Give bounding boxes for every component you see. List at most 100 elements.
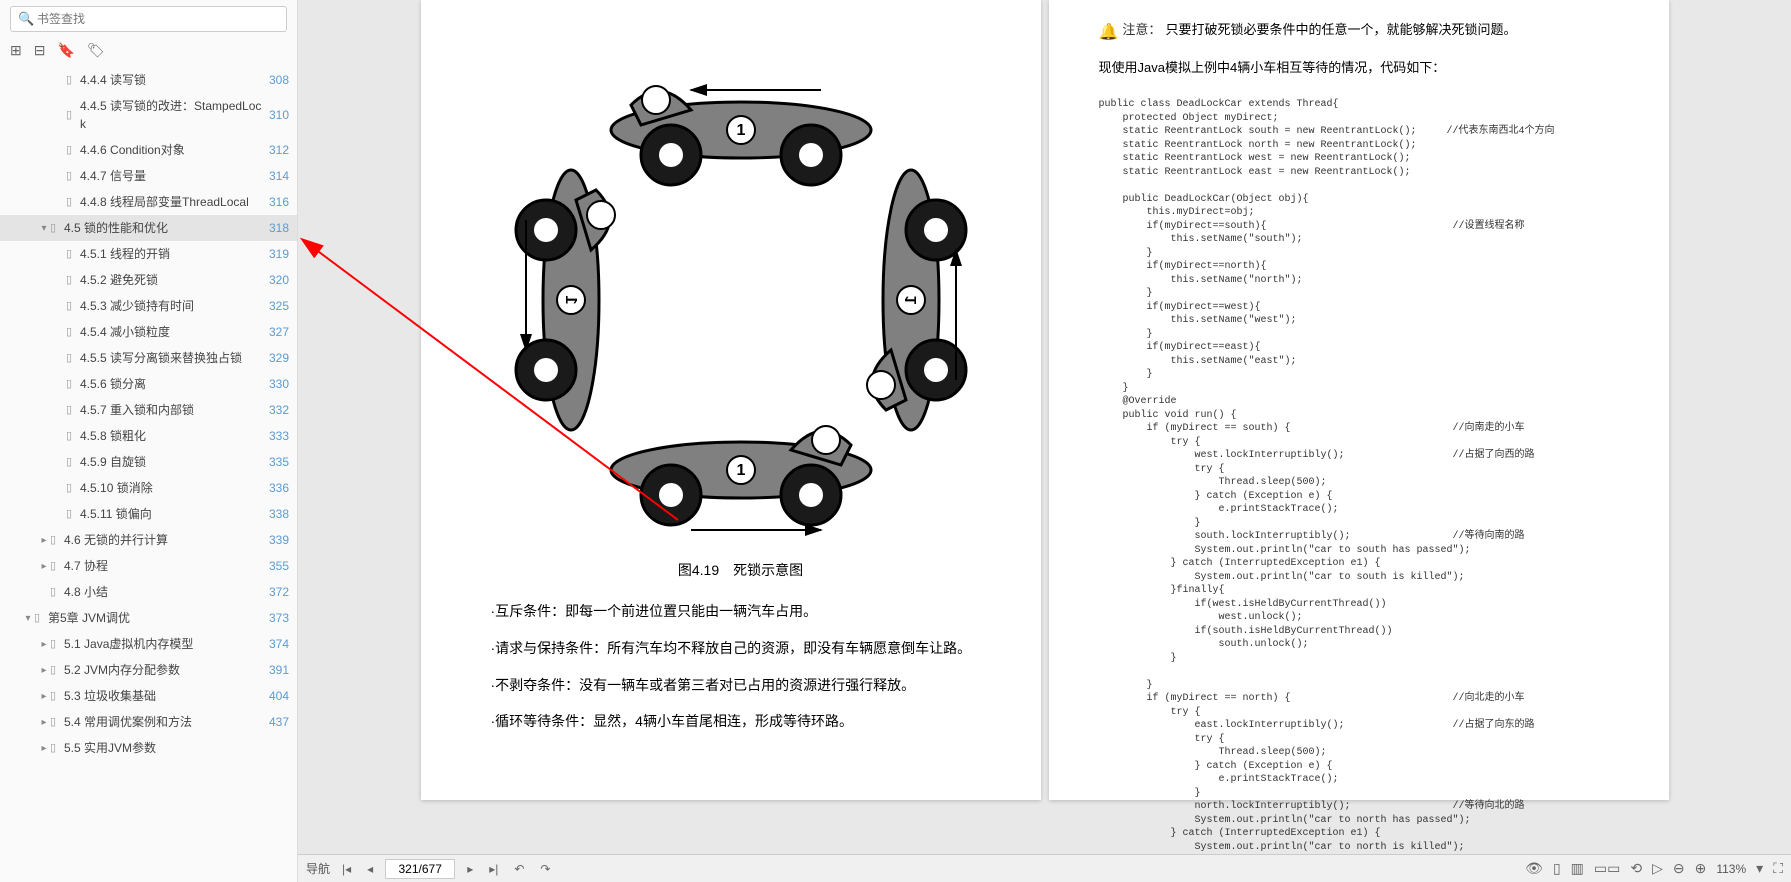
bookmark-icon: ▯	[66, 428, 80, 445]
bookmark-icon: ▯	[66, 402, 80, 419]
back-button[interactable]: ↶	[510, 860, 528, 878]
svg-text:1: 1	[736, 122, 745, 139]
bookmark-page: 355	[269, 557, 289, 575]
bookmark-item[interactable]: ▸▯4.7 协程355	[0, 553, 297, 579]
bookmark-item[interactable]: ▯4.5.9 自旋锁335	[0, 449, 297, 475]
bookmark-label: 4.5.1 线程的开销	[80, 245, 269, 263]
fullscreen-icon[interactable]: ⛶	[1773, 860, 1783, 877]
expand-caret-icon[interactable]: ▸	[38, 637, 50, 652]
bookmark-item[interactable]: ▯4.4.5 读写锁的改进：StampedLock310	[0, 93, 297, 137]
view-mode-icon[interactable]: 👁	[1525, 860, 1543, 877]
expand-caret-icon[interactable]: ▾	[22, 611, 34, 626]
bookmark-remove-icon[interactable]: 🏷	[87, 42, 105, 59]
expand-caret-icon[interactable]: ▸	[38, 559, 50, 574]
note-row: 🔔 注意： 只要打破死锁必要条件中的任意一个，就能够解决死锁问题。	[1099, 20, 1629, 46]
note-text: 只要打破死锁必要条件中的任意一个，就能够解决死锁问题。	[1165, 20, 1516, 41]
next-page-button[interactable]: ▸	[463, 860, 477, 878]
bookmark-item[interactable]: ▸▯4.6 无锁的并行计算339	[0, 527, 297, 553]
bookmark-item[interactable]: ▾▯4.5 锁的性能和优化318	[0, 215, 297, 241]
bookmark-item[interactable]: ▾▯第5章 JVM调优373	[0, 605, 297, 631]
bookmark-label: 4.5.3 减少锁持有时间	[80, 297, 269, 315]
forward-button[interactable]: ↷	[536, 860, 554, 878]
bookmark-item[interactable]: ▸▯5.4 常用调优案例和方法437	[0, 709, 297, 735]
bookmark-item[interactable]: ▸▯5.2 JVM内存分配参数391	[0, 657, 297, 683]
zoom-in-icon[interactable]: ⊕	[1695, 860, 1707, 877]
bookmark-label: 5.3 垃圾收集基础	[64, 687, 269, 705]
bookmark-item[interactable]: ▯4.5.10 锁消除336	[0, 475, 297, 501]
expand-caret-icon[interactable]: ▾	[38, 221, 50, 236]
nav-label: 导航	[306, 860, 330, 877]
bookmark-icon: ▯	[66, 168, 80, 185]
bookmark-icon: ▯	[66, 324, 80, 341]
bookmark-item[interactable]: ▯4.5.2 避免死锁320	[0, 267, 297, 293]
bookmark-item[interactable]: ▯4.5.6 锁分离330	[0, 371, 297, 397]
expand-caret-icon[interactable]: ▸	[38, 663, 50, 678]
bookmark-item[interactable]: ▸▯5.3 垃圾收集基础404	[0, 683, 297, 709]
zoom-level[interactable]: 113%	[1716, 862, 1746, 876]
zoom-out-icon[interactable]: ⊖	[1673, 860, 1685, 877]
last-page-button[interactable]: ▸|	[485, 860, 502, 878]
bookmark-item[interactable]: ▯4.5.3 减少锁持有时间325	[0, 293, 297, 319]
bookmark-label: 4.5.6 锁分离	[80, 375, 269, 393]
first-page-button[interactable]: |◂	[338, 860, 355, 878]
bell-icon: 🔔	[1099, 20, 1119, 46]
bookmark-item[interactable]: ▯4.4.4 读写锁308	[0, 67, 297, 93]
prev-page-button[interactable]: ◂	[363, 860, 377, 878]
condition-item: ·不剥夺条件：没有一辆车或者第三者对已占用的资源进行强行释放。	[491, 670, 991, 701]
document-viewport[interactable]: 1	[298, 0, 1791, 882]
bookmark-icon: ▯	[66, 72, 80, 89]
expand-caret-icon[interactable]: ▸	[38, 689, 50, 704]
sidebar-tools: ⊞ ⊟ 🔖 🏷	[0, 38, 297, 63]
bookmark-add-icon[interactable]: 🔖	[57, 42, 74, 59]
bookmark-item[interactable]: ▸▯5.1 Java虚拟机内存模型374	[0, 631, 297, 657]
bookmark-item[interactable]: ▯4.5.5 读写分离锁来替换独占锁329	[0, 345, 297, 371]
bookmark-item[interactable]: ▯4.8 小结372	[0, 579, 297, 605]
page-left: 1	[421, 0, 1041, 800]
bookmark-page: 316	[269, 193, 289, 211]
bookmark-item[interactable]: ▯4.5.7 重入锁和内部锁332	[0, 397, 297, 423]
expand-caret-icon[interactable]: ▸	[38, 741, 50, 756]
bookmark-label: 4.5.5 读写分离锁来替换独占锁	[80, 349, 269, 367]
single-page-icon[interactable]: ▯	[1553, 860, 1561, 877]
bookmarks-sidebar: 🔍 ⊞ ⊟ 🔖 🏷 ▯4.4.4 读写锁308▯4.4.5 读写锁的改进：Sta…	[0, 0, 298, 882]
bookmark-label: 4.4.8 线程局部变量ThreadLocal	[80, 193, 269, 211]
bookmark-item[interactable]: ▯4.5.11 锁偏向338	[0, 501, 297, 527]
rotate-icon[interactable]: ⟲	[1630, 860, 1642, 877]
play-icon[interactable]: ▷	[1652, 860, 1663, 877]
continuous-icon[interactable]: ▥	[1571, 860, 1584, 877]
bookmark-page: 391	[269, 661, 289, 679]
bookmark-item[interactable]: ▯4.4.8 线程局部变量ThreadLocal316	[0, 189, 297, 215]
collapse-all-icon[interactable]: ⊟	[34, 42, 46, 59]
bookmark-icon: ▯	[66, 298, 80, 315]
bookmark-item[interactable]: ▯4.5.4 减小锁粒度327	[0, 319, 297, 345]
svg-text:1: 1	[736, 462, 745, 479]
bookmark-label: 4.7 协程	[64, 557, 269, 575]
bookmark-label: 4.5.11 锁偏向	[80, 505, 269, 523]
bookmark-item[interactable]: ▯4.4.6 Condition对象312	[0, 137, 297, 163]
bookmark-label: 4.4.6 Condition对象	[80, 141, 269, 159]
bookmark-label: 5.2 JVM内存分配参数	[64, 661, 269, 679]
bookmark-page: 308	[269, 71, 289, 89]
bookmark-item[interactable]: ▸▯5.5 实用JVM参数	[0, 735, 297, 761]
page-number-input[interactable]	[385, 859, 455, 879]
bookmark-item[interactable]: ▯4.5.1 线程的开销319	[0, 241, 297, 267]
bookmark-page: 333	[269, 427, 289, 445]
bookmark-icon: ▯	[66, 376, 80, 393]
expand-caret-icon[interactable]: ▸	[38, 533, 50, 548]
expand-caret-icon[interactable]: ▸	[38, 715, 50, 730]
bookmark-label: 4.6 无锁的并行计算	[64, 531, 269, 549]
zoom-dropdown-icon[interactable]: ▾	[1756, 860, 1763, 877]
bookmark-page: 335	[269, 453, 289, 471]
bookmark-page: 314	[269, 167, 289, 185]
bookmark-icon: ▯	[66, 506, 80, 523]
bookmark-label: 4.5 锁的性能和优化	[64, 219, 269, 237]
expand-all-icon[interactable]: ⊞	[10, 42, 22, 59]
bookmark-search-input[interactable]	[10, 6, 287, 32]
bookmark-icon: ▯	[66, 107, 80, 124]
bookmark-item[interactable]: ▯4.5.8 锁粗化333	[0, 423, 297, 449]
facing-icon[interactable]: ▭▭	[1594, 860, 1620, 877]
bookmark-item[interactable]: ▯4.4.7 信号量314	[0, 163, 297, 189]
bookmark-tree[interactable]: ▯4.4.4 读写锁308▯4.4.5 读写锁的改进：StampedLock31…	[0, 63, 297, 882]
bookmark-icon: ▯	[50, 558, 64, 575]
bookmark-page: 372	[269, 583, 289, 601]
